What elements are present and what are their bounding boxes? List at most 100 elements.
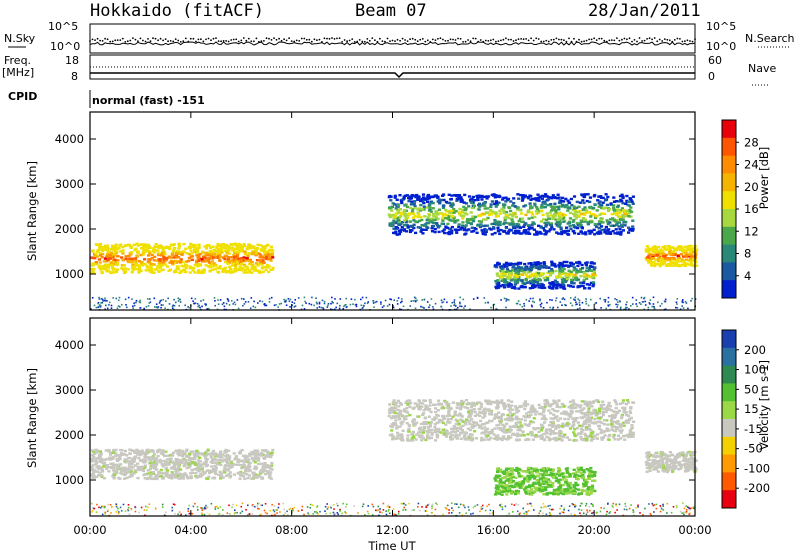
noise-search-point <box>303 37 306 40</box>
scatter-cell <box>104 248 108 251</box>
scatter-cell <box>483 224 488 227</box>
noise-search-point <box>381 40 384 42</box>
noise-search-point <box>386 37 389 40</box>
scatter-cell <box>126 457 131 460</box>
scatter-cell <box>523 194 527 197</box>
scatter-cell <box>570 404 575 408</box>
scatter-cell <box>144 248 148 252</box>
scatter-cell <box>524 231 528 234</box>
scatter-cell <box>412 223 416 226</box>
scatter-cell <box>526 275 530 278</box>
scatter-cell <box>450 229 454 232</box>
ground-scatter-cell <box>90 308 92 310</box>
scatter-cell <box>182 268 186 271</box>
scatter-cell <box>242 475 246 478</box>
ground-scatter-cell <box>440 305 442 308</box>
scatter-cell <box>190 258 195 262</box>
scatter-cell <box>583 206 587 209</box>
scatter-cell <box>155 449 160 452</box>
scatter-cell <box>528 202 532 205</box>
scatter-cell <box>395 412 400 415</box>
scatter-cell <box>191 457 195 460</box>
scatter-cell <box>581 267 585 270</box>
scatter-cell <box>653 264 657 268</box>
scatter-cell <box>592 283 596 286</box>
scatter-cell <box>552 205 556 208</box>
noise-search-point <box>454 39 457 41</box>
scatter-cell <box>538 195 542 198</box>
ground-scatter-cell <box>459 301 461 304</box>
scatter-cell <box>605 203 609 207</box>
scatter-cell <box>542 276 546 280</box>
ground-scatter-cell <box>214 304 216 307</box>
scatter-cell <box>621 214 625 217</box>
scatter-cell <box>593 222 597 226</box>
noise-search-point <box>119 39 122 41</box>
scatter-cell <box>392 399 396 402</box>
scatter-cell <box>651 250 655 253</box>
scatter-cell <box>265 254 269 257</box>
scatter-cell <box>133 267 137 270</box>
scatter-cell <box>450 194 454 197</box>
scatter-cell <box>456 429 460 433</box>
scatter-cell <box>141 252 145 255</box>
noise-search-point <box>172 40 175 43</box>
scatter-cell <box>583 193 587 196</box>
scatter-cell <box>98 467 102 470</box>
scatter-cell <box>511 220 515 223</box>
ground-scatter-cell <box>539 298 541 301</box>
scatter-cell <box>592 271 597 275</box>
scatter-cell <box>585 402 589 406</box>
scatter-cell <box>505 277 509 280</box>
scatter-cell <box>137 265 141 268</box>
scatter-cell <box>511 204 515 207</box>
scatter-cell <box>623 221 627 224</box>
scatter-cell <box>562 410 566 413</box>
scatter-cell <box>227 257 231 260</box>
ground-scatter-cell <box>642 301 644 303</box>
scatter-cell <box>502 274 506 277</box>
scatter-cell <box>608 405 612 408</box>
scatter-cell <box>243 460 247 463</box>
ground-scatter-cell <box>380 301 382 303</box>
scatter-cell <box>121 252 125 255</box>
scatter-cell <box>575 410 579 413</box>
scatter-cell <box>422 429 426 432</box>
scatter-cell <box>509 200 513 203</box>
ground-scatter-cell <box>149 301 152 303</box>
ground-scatter-cell <box>531 305 533 308</box>
scatter-cell <box>237 451 242 455</box>
scatter-cell <box>132 460 136 463</box>
scatter-cell <box>103 263 107 267</box>
scatter-cell <box>108 263 112 266</box>
scatter-cell <box>592 270 596 273</box>
scatter-cell <box>176 452 180 455</box>
noise-search-point <box>656 40 659 43</box>
scatter-cell <box>572 406 576 410</box>
scatter-cell <box>149 461 153 464</box>
scatter-cell <box>113 258 117 261</box>
ground-scatter-cell <box>172 307 174 309</box>
scatter-cell <box>594 225 599 228</box>
ground-scatter-cell <box>155 306 158 308</box>
scatter-cell <box>152 248 156 251</box>
scatter-cell <box>578 224 582 228</box>
scatter-cell <box>609 218 613 221</box>
power-scatter <box>90 193 699 311</box>
scatter-cell <box>612 433 616 437</box>
ground-scatter-cell <box>594 302 596 305</box>
scatter-cell <box>614 212 618 215</box>
noise-search-point <box>628 37 631 40</box>
scatter-cell <box>236 253 240 256</box>
scatter-cell <box>604 206 608 209</box>
scatter-cell <box>505 438 510 441</box>
scatter-cell <box>441 218 445 221</box>
scatter-cell <box>566 209 570 212</box>
scatter-cell <box>540 286 544 290</box>
scatter-cell <box>395 425 399 428</box>
scatter-cell <box>213 254 217 257</box>
scatter-cell <box>505 270 509 273</box>
ground-scatter-cell <box>374 301 377 304</box>
scatter-cell <box>164 474 168 477</box>
scatter-cell <box>606 220 610 224</box>
